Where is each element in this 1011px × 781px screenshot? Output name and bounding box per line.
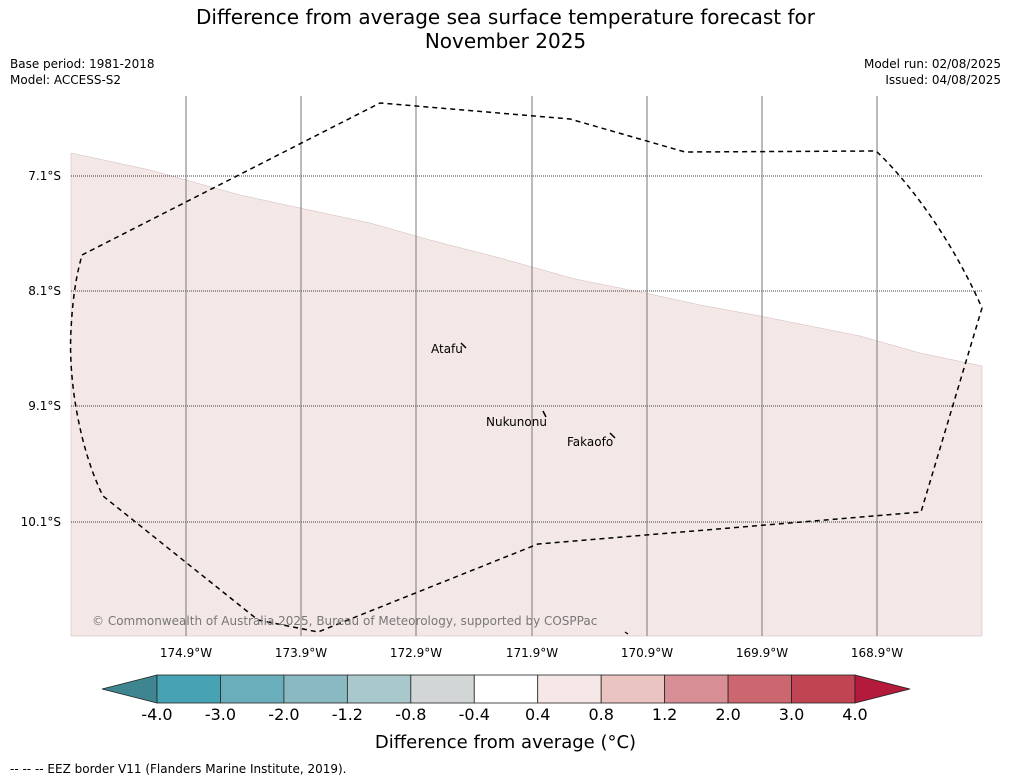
place-label-fakaofo: Fakaofo (567, 435, 614, 449)
lat-label: 8.1°S (28, 284, 61, 298)
anomaly-region (70, 152, 983, 637)
lon-label: 174.9°W (159, 646, 213, 660)
colorbar-tick-label: -4.0 (141, 705, 173, 724)
colorbar-segment (410, 674, 475, 704)
colorbar-tick-label: -1.2 (331, 705, 363, 724)
lon-label: 173.9°W (274, 646, 328, 660)
model-name: Model: ACCESS-S2 (10, 73, 122, 87)
colorbar-tick-label: -0.8 (395, 705, 427, 724)
lon-label: 169.9°W (735, 646, 789, 660)
colorbar-tick-label: 3.0 (778, 705, 805, 724)
colorbar-segment (473, 674, 539, 704)
model-run: Model run: 02/08/2025 (863, 57, 1001, 71)
base-period: Base period: 1981-2018 (10, 57, 155, 71)
colorbar-segment (537, 674, 602, 704)
small-islet (624, 631, 629, 635)
colorbar-segment (346, 674, 412, 704)
colorbar-segment (600, 674, 666, 704)
meta-left: Base period: 1981-2018 Model: ACCESS-S2 (10, 56, 155, 88)
colorbar-extend-high (854, 674, 911, 704)
colorbar-segment (664, 674, 729, 704)
lon-label: 172.9°W (389, 646, 443, 660)
colorbar-tick-label: 0.4 (524, 705, 551, 724)
fakaofo-atoll (609, 432, 616, 439)
map-title: Difference from average sea surface temp… (0, 5, 1011, 53)
nukunonu-atoll (542, 410, 547, 418)
colorbar-segment (791, 674, 856, 704)
lat-label: 10.1°S (20, 515, 61, 529)
title-line-1: Difference from average sea surface temp… (195, 5, 815, 29)
colorbar-extend-low (101, 674, 158, 704)
eez-legend-note: -- -- -- EEZ border V11 (Flanders Marine… (10, 762, 347, 776)
title-line-2: November 2025 (424, 29, 587, 53)
lon-label: 171.9°W (505, 646, 559, 660)
place-label-nukunonu: Nukunonu (486, 415, 547, 429)
meta-right: Model run: 02/08/2025 Issued: 04/08/2025 (864, 56, 1001, 88)
lon-label: 168.9°W (850, 646, 904, 660)
colorbar-tick-label: 4.0 (842, 705, 868, 724)
colorbar-tick-label: 0.8 (588, 705, 614, 724)
colorbar-segment (727, 674, 792, 704)
colorbar-segment (156, 674, 221, 704)
place-label-atafu: Atafu (431, 342, 463, 356)
issued-date: Issued: 04/08/2025 (885, 73, 1001, 87)
colorbar-tick-label: 2.0 (715, 705, 741, 724)
lon-label: 170.9°W (620, 646, 674, 660)
colorbar-label: Difference from average (°C) (374, 732, 637, 753)
eez-border (69, 102, 983, 633)
copyright-notice: © Commonwealth of Australia 2025, Bureau… (92, 614, 598, 628)
colorbar-tick-label: -2.0 (268, 705, 300, 724)
colorbar-tick-label: 1.2 (651, 705, 678, 724)
atafu-atoll (460, 342, 467, 349)
colorbar-segment (283, 674, 348, 704)
colorbar-tick-label: -0.4 (458, 705, 490, 724)
colorbar-tick-label: -3.0 (204, 705, 237, 724)
lat-label: 7.1°S (28, 169, 61, 183)
lat-label: 9.1°S (28, 399, 61, 413)
colorbar (101, 674, 911, 704)
colorbar-segment (220, 674, 285, 704)
